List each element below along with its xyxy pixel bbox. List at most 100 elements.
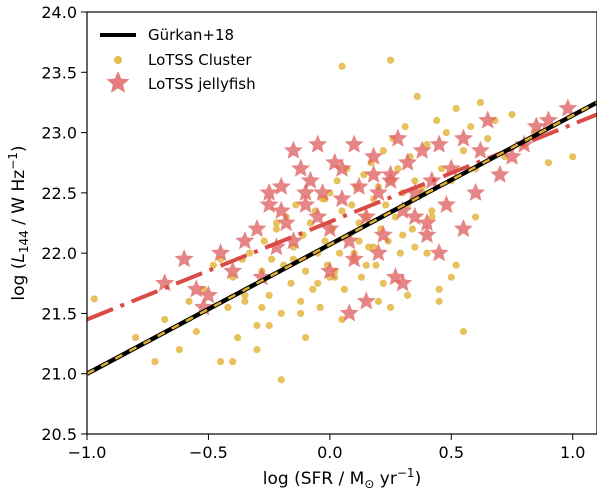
cluster-point (253, 321, 261, 330)
cluster-point (297, 309, 305, 318)
cluster-point (369, 243, 378, 251)
jellyfish-point (155, 273, 175, 292)
cluster-point (569, 153, 577, 161)
jellyfish-point (412, 140, 432, 159)
jellyfish-point (247, 219, 267, 238)
cluster-point (258, 303, 266, 311)
cluster-point (394, 165, 402, 173)
legend-label-gurkan: Gürkan+18 (148, 26, 234, 44)
jellyfish-point (223, 261, 243, 280)
jellyfish-point (478, 110, 498, 129)
y-tick-label: 21.0 (41, 365, 77, 384)
cluster-point (423, 249, 431, 257)
cluster-point (192, 327, 200, 336)
jellyfish-point (453, 128, 473, 147)
cluster-point (411, 177, 419, 185)
legend-label-cluster: LoTSS Cluster (148, 51, 252, 69)
jellyfish-point (313, 182, 333, 201)
jellyfish-point (393, 273, 413, 292)
cluster-point (423, 141, 431, 149)
y-tick-label: 20.5 (41, 425, 77, 444)
cluster-point (338, 62, 346, 70)
cluster-point (338, 315, 346, 324)
y-axis-label: log (L144 / W Hz−1) (6, 145, 31, 300)
cluster-point (175, 346, 183, 354)
cluster-point (348, 201, 356, 209)
cluster-point (379, 147, 387, 155)
cluster-point (459, 327, 468, 336)
jellyfish-point (490, 164, 510, 183)
jellyfish-point (373, 225, 393, 244)
cluster-point (401, 122, 409, 131)
cluster-point (272, 225, 281, 233)
jellyfish-point (385, 267, 405, 286)
jellyfish-point (398, 152, 418, 171)
cluster-point (386, 303, 395, 311)
jellyfish-point (198, 285, 218, 304)
jellyfish-point (276, 213, 296, 232)
y-tick-label: 21.5 (41, 304, 77, 323)
jellyfish-point (339, 303, 359, 322)
cluster-point (382, 201, 390, 209)
cluster-point (277, 309, 285, 318)
jellyfish-point (364, 146, 384, 165)
jellyfish-point (453, 219, 473, 238)
jellyfish-point (417, 225, 437, 244)
y-tick-label: 24.0 (41, 3, 77, 22)
cluster-point (386, 56, 395, 64)
cluster-point (241, 291, 249, 299)
cluster-point (253, 346, 261, 354)
jellyfish-point (308, 134, 328, 153)
y-tick-label: 23.5 (41, 63, 77, 82)
jellyfish-point (308, 207, 328, 226)
y-axis: 20.5 21.0 21.5 22.0 22.5 23.0 23.5 24.0 (41, 3, 87, 444)
cluster-point (229, 358, 237, 366)
cluster-point (403, 291, 412, 299)
plot-frame (86, 11, 597, 435)
jellyfish-point (344, 249, 364, 268)
jellyfish-point (349, 176, 369, 195)
cluster-point (374, 297, 383, 305)
cluster-point (260, 237, 268, 245)
jellyfish-point (174, 249, 194, 268)
jellyfish-point (332, 188, 352, 207)
jellyfish-point (436, 194, 456, 213)
cluster-point (459, 147, 468, 155)
cluster-point (90, 295, 98, 303)
cluster-point (209, 261, 217, 269)
y-tick-label: 22.5 (41, 184, 77, 203)
cluster-point (297, 297, 305, 305)
x-tick-label: 0.5 (439, 443, 464, 462)
jellyfish-point (259, 194, 279, 213)
jellyfish-point (364, 164, 384, 183)
jellyfish-point (429, 243, 449, 262)
cluster-point (452, 104, 460, 113)
cluster-point (399, 231, 407, 239)
cluster-point (151, 358, 159, 366)
cluster-point (452, 261, 460, 269)
cluster-point (233, 333, 242, 342)
cluster-point (372, 261, 380, 269)
jellyfish-point (296, 182, 316, 201)
cluster-point (185, 297, 193, 305)
legend-marker-cluster (114, 56, 122, 64)
x-tick-label: −1.0 (68, 443, 107, 462)
cluster-point (413, 92, 421, 100)
cluster-point (442, 128, 451, 137)
x-axis: −1.0 −0.5 0.0 0.5 1.0 (68, 434, 585, 462)
jellyfish-point (271, 200, 291, 219)
cluster-point (161, 315, 169, 324)
cluster-point (428, 213, 436, 221)
cluster-point (411, 243, 419, 251)
cluster-point (340, 285, 349, 293)
gurkan-dash-line (87, 101, 597, 375)
cluster-point (224, 303, 232, 311)
cluster-point (314, 279, 322, 287)
cluster-point (301, 333, 310, 342)
jellyfish-point (259, 182, 279, 201)
jellyfish-point (211, 243, 231, 262)
jellyfish-point (356, 291, 376, 310)
jellyfish-point (368, 243, 388, 262)
jellyfish-point (417, 213, 437, 232)
cluster-point (301, 267, 310, 275)
